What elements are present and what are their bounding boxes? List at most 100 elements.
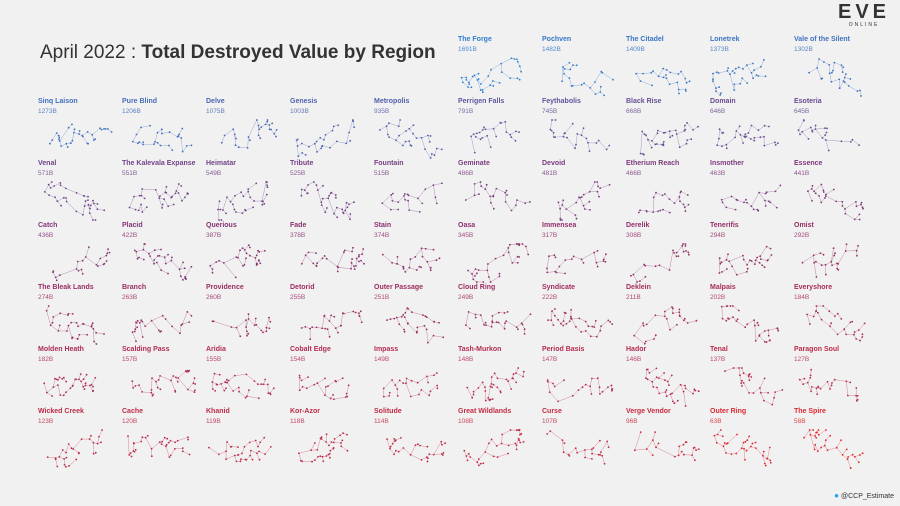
solar-system-dot xyxy=(606,440,609,443)
region-star-map xyxy=(467,243,530,283)
region-cell: The Kalevala Expanse 551B xyxy=(122,160,202,222)
solar-system-dot xyxy=(741,379,743,382)
solar-system-dot xyxy=(856,90,859,92)
solar-system-dot xyxy=(574,147,576,150)
solar-system-dot xyxy=(334,327,337,329)
solar-system-dot xyxy=(59,184,62,187)
solar-system-dot xyxy=(825,273,827,276)
solar-system-dot xyxy=(75,458,78,461)
region-name: Esoteria xyxy=(794,98,822,105)
solar-system-dot xyxy=(140,319,143,321)
solar-system-dot xyxy=(463,449,466,452)
solar-system-dot xyxy=(232,390,235,392)
solar-system-dot xyxy=(673,252,675,254)
solar-system-dot xyxy=(420,247,423,250)
solar-system-dot xyxy=(732,305,734,307)
solar-system-dot xyxy=(801,130,804,133)
solar-system-dot xyxy=(190,265,193,268)
solar-system-dot xyxy=(301,460,304,463)
solar-system-dot xyxy=(300,262,303,265)
solar-system-dot xyxy=(825,429,827,431)
solar-system-dot xyxy=(420,459,423,461)
solar-system-dot xyxy=(468,81,470,84)
solar-system-dot xyxy=(815,436,818,439)
solar-system-dot xyxy=(718,257,721,260)
solar-system-dot xyxy=(861,452,864,455)
solar-system-dot xyxy=(766,457,769,460)
solar-system-dot xyxy=(491,398,494,400)
solar-system-dot xyxy=(237,454,240,456)
solar-system-dot xyxy=(418,265,421,268)
solar-system-dot xyxy=(222,209,224,211)
solar-system-dot xyxy=(426,460,429,463)
solar-system-dot xyxy=(75,210,78,213)
solar-system-dot xyxy=(349,139,352,142)
solar-system-dot xyxy=(247,318,250,320)
solar-system-dot xyxy=(588,150,591,152)
solar-system-dot xyxy=(489,146,492,148)
region-value: 646B xyxy=(710,108,726,115)
solar-system-dot xyxy=(608,183,611,186)
solar-system-dot xyxy=(509,133,512,136)
solar-system-dot xyxy=(489,84,492,87)
region-star-map xyxy=(470,120,520,154)
solar-system-dot xyxy=(683,317,686,320)
solar-system-dot xyxy=(138,321,141,324)
solar-system-dot xyxy=(845,333,848,336)
solar-system-dot xyxy=(333,315,336,318)
solar-system-dot xyxy=(405,130,407,132)
solar-system-dot xyxy=(346,449,349,452)
solar-system-dot xyxy=(670,374,673,377)
solar-system-dot xyxy=(388,136,390,138)
solar-system-dot xyxy=(642,72,644,75)
solar-system-dot xyxy=(395,449,397,452)
solar-system-dot xyxy=(415,137,418,139)
solar-system-dot xyxy=(806,313,808,316)
solar-system-dot xyxy=(466,459,469,462)
solar-system-dot xyxy=(863,322,866,325)
solar-system-dot xyxy=(849,78,852,80)
solar-system-dot xyxy=(652,386,655,388)
solar-system-dot xyxy=(175,190,178,192)
solar-system-dot xyxy=(434,196,437,199)
solar-system-dot xyxy=(739,133,742,136)
solar-system-dot xyxy=(510,209,513,212)
solar-system-dot xyxy=(67,312,70,315)
solar-system-dot xyxy=(644,275,647,278)
solar-system-dot xyxy=(774,391,777,393)
solar-system-dot xyxy=(240,458,242,461)
region-star-map xyxy=(466,367,525,402)
solar-system-dot xyxy=(482,462,485,465)
solar-system-dot xyxy=(657,210,660,213)
solar-system-dot xyxy=(86,333,88,336)
solar-system-dot xyxy=(856,254,858,257)
region-cell: Querious 387B xyxy=(206,222,286,284)
solar-system-dot xyxy=(257,445,259,448)
solar-system-dot xyxy=(833,254,836,257)
solar-system-dot xyxy=(561,204,564,206)
region-star-map xyxy=(127,434,191,458)
solar-system-dot xyxy=(512,373,515,376)
solar-system-dot xyxy=(418,211,421,213)
solar-system-dot xyxy=(577,389,580,391)
solar-system-dot xyxy=(809,323,811,325)
solar-system-dot xyxy=(82,323,85,325)
region-star-map xyxy=(220,119,278,149)
solar-system-dot xyxy=(495,445,498,447)
solar-system-dot xyxy=(96,208,99,211)
solar-system-dot xyxy=(820,318,823,321)
solar-system-dot xyxy=(753,319,755,322)
region-cell: Tenerifis 294B xyxy=(710,222,790,284)
solar-system-dot xyxy=(69,142,72,144)
solar-system-dot xyxy=(433,154,436,157)
solar-system-dot xyxy=(654,314,657,317)
region-cell: The Spire 58B xyxy=(794,408,874,470)
solar-system-dot xyxy=(432,334,435,337)
solar-system-dot xyxy=(315,184,318,187)
region-star-map xyxy=(635,67,691,95)
solar-system-dot xyxy=(770,254,773,256)
region-name: Great Wildlands xyxy=(458,408,512,415)
solar-system-dot xyxy=(596,181,599,183)
solar-system-dot xyxy=(810,368,813,371)
solar-system-dot xyxy=(503,312,506,314)
